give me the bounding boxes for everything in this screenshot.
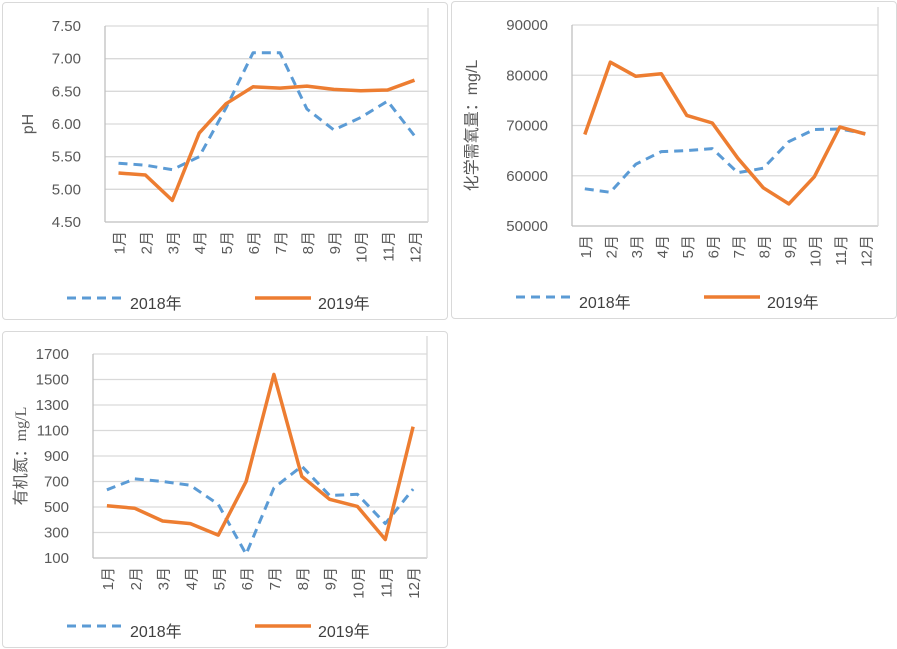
y-tick-label: 7.50	[52, 18, 81, 35]
cod-chart-panel: 50000 60000 70000 80000 90000 1月 2月 3月 4月 5月 6月 7月 8…	[451, 1, 897, 319]
x-tick-label: 5月	[211, 567, 228, 590]
ph-chart: 4.50 5.00 5.50 6.00 6.50 7.00 7.50 1月 2月 3月 4月 5月 6月…	[20, 8, 429, 313]
series-2019-line	[106, 372, 415, 542]
x-tick-label: 1月	[578, 235, 595, 258]
y-tick-label: 300	[44, 525, 69, 542]
x-tick-label: 3月	[629, 235, 646, 258]
x-tick-label: 8月	[756, 235, 773, 258]
y-axis-title: pH	[20, 114, 37, 134]
x-tick-label: 8月	[300, 231, 317, 254]
series-2019-line	[583, 60, 866, 206]
y-tick-label: 100	[44, 550, 69, 567]
legend-2019-label: 2019年	[318, 623, 370, 641]
x-tick-label: 9月	[323, 567, 340, 590]
x-tick-label: 2月	[603, 235, 620, 258]
cod-chart: 50000 60000 70000 80000 90000 1月 2月 3月 4月 5月 6月 7月 8…	[463, 7, 879, 312]
x-tick-label: 12月	[406, 567, 423, 599]
x-tick-label: 1月	[100, 567, 117, 590]
x-tick-label: 6月	[246, 231, 263, 254]
x-tick-label: 10月	[807, 235, 824, 267]
y-tick-label: 80000	[506, 67, 548, 84]
y-tick-label: 5.00	[52, 181, 81, 198]
x-tick-label: 5月	[219, 231, 236, 254]
y-tick-label: 500	[44, 499, 69, 516]
y-tick-label: 7.00	[52, 51, 81, 68]
x-tick-label: 2月	[128, 567, 145, 590]
y-tick-label: 900	[44, 448, 69, 465]
x-tick-label: 1月	[111, 231, 128, 254]
x-tick-label: 5月	[680, 235, 697, 258]
y-tick-label: 6.00	[52, 116, 81, 133]
y-tick-label: 60000	[506, 168, 548, 185]
series-2018-line	[118, 51, 416, 172]
y-tick-label: 1700	[36, 346, 69, 363]
organic-nitrogen-chart-panel: 100 300 500 700 900 1100 1300 1500 1700 1月 2月 3月 4月 5…	[2, 331, 448, 648]
x-tick-label: 11月	[378, 567, 395, 598]
y-tick-label: 90000	[506, 17, 548, 34]
x-tick-label: 9月	[782, 235, 799, 258]
x-tick-label: 10月	[354, 231, 371, 263]
organic-nitrogen-chart: 100 300 500 700 900 1100 1300 1500 1700 1月 2月 3月 4月 5…	[12, 336, 428, 641]
y-tick-label: 4.50	[52, 214, 81, 231]
y-tick-label: 1300	[36, 397, 69, 414]
y-axis-title: 化学需氧量：mg/L	[463, 60, 481, 192]
x-tick-label: 2月	[138, 231, 155, 254]
ph-chart-panel: 4.50 5.00 5.50 6.00 6.50 7.00 7.50 1月 2月 3月 4月 5月 6月…	[2, 2, 448, 320]
x-tick-label: 3月	[156, 567, 173, 590]
x-tick-label: 6月	[239, 567, 256, 590]
x-tick-label: 3月	[165, 231, 182, 254]
x-tick-label: 7月	[731, 235, 748, 258]
legend-2018-label: 2018年	[130, 623, 182, 641]
x-tick-label: 8月	[295, 567, 312, 590]
y-tick-label: 70000	[506, 118, 548, 135]
x-tick-label: 4月	[654, 235, 671, 258]
y-tick-label: 50000	[506, 218, 548, 235]
y-tick-label: 700	[44, 474, 69, 491]
x-tick-label: 4月	[192, 231, 209, 254]
legend-2019-label: 2019年	[318, 295, 370, 313]
x-tick-label: 12月	[408, 231, 425, 263]
y-axis-title: 有机氮：mg/L	[12, 407, 30, 506]
legend-2019-label: 2019年	[767, 294, 819, 312]
x-tick-label: 12月	[858, 235, 875, 267]
series-2018-line	[584, 127, 866, 194]
x-tick-label: 4月	[183, 567, 200, 590]
x-tick-label: 11月	[833, 235, 850, 266]
legend-2018-label: 2018年	[130, 295, 182, 313]
x-tick-label: 6月	[705, 235, 722, 258]
y-tick-label: 5.50	[52, 149, 81, 166]
y-tick-label: 1100	[37, 423, 69, 440]
x-tick-label: 11月	[381, 231, 398, 262]
x-tick-label: 7月	[267, 567, 284, 590]
x-tick-label: 7月	[273, 231, 290, 254]
x-tick-label: 9月	[327, 231, 344, 254]
y-tick-label: 1500	[36, 372, 69, 389]
series-2019-line	[118, 78, 416, 203]
x-tick-label: 10月	[350, 567, 367, 599]
legend-2018-label: 2018年	[579, 294, 631, 312]
series-2018-line	[106, 464, 415, 556]
y-tick-label: 6.50	[52, 83, 81, 100]
